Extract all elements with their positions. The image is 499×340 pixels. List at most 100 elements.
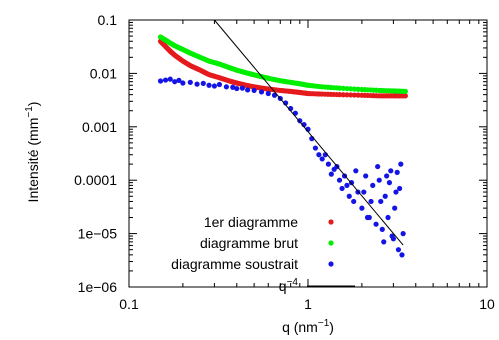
data-point	[251, 87, 257, 94]
data-point	[234, 85, 240, 92]
power-law-line	[214, 19, 404, 246]
data-point	[336, 177, 343, 183]
data-point	[363, 173, 369, 179]
data-point	[379, 226, 385, 232]
data-point	[364, 214, 371, 221]
data-point	[395, 247, 402, 253]
legend-label: 1er diagramme	[204, 214, 298, 230]
x-tick-label: 0.1	[119, 296, 139, 312]
legend-label: diagramme brut	[200, 235, 298, 251]
legend-label: diagramme soustrait	[171, 256, 298, 272]
data-point	[346, 193, 352, 199]
data-point	[265, 90, 271, 97]
data-point	[376, 177, 382, 183]
data-point	[388, 168, 394, 174]
data-point	[398, 161, 404, 167]
series-3	[214, 19, 404, 246]
data-point	[348, 86, 354, 92]
data-point	[378, 198, 384, 205]
data-point	[245, 87, 251, 93]
y-tick-label: 0.1	[98, 12, 118, 28]
data-point	[359, 205, 365, 211]
data-point	[351, 198, 357, 205]
x-tick-label: 10	[479, 296, 495, 312]
x-axis-title: q (nm−1)	[282, 318, 334, 335]
data-point	[316, 152, 322, 158]
series-0	[157, 38, 408, 99]
legend-marker	[328, 219, 334, 225]
data-point	[402, 88, 408, 95]
y-tick-label: 0.0001	[74, 172, 117, 188]
data-point	[381, 239, 387, 245]
data-point	[180, 80, 186, 86]
data-point	[361, 189, 367, 195]
legend-marker	[328, 240, 334, 246]
series-2	[157, 76, 406, 258]
y-axis-title: Intensité (mm−1)	[24, 102, 41, 203]
data-point	[370, 182, 376, 188]
data-point	[206, 82, 212, 88]
data-point	[216, 81, 223, 88]
data-point	[348, 92, 354, 98]
data-point	[162, 77, 169, 83]
data-point	[375, 163, 381, 170]
data-point	[283, 100, 289, 106]
axis-ticks: 0.1 1 10 0.1 0.01 0.001 0.0001 1e−05 1e−06	[74, 12, 495, 312]
data-point	[339, 185, 345, 192]
data-point	[239, 85, 245, 91]
data-point	[325, 161, 331, 167]
data-point	[336, 92, 343, 98]
y-tick-label: 0.001	[82, 119, 117, 135]
data-point	[353, 168, 359, 174]
data-point	[172, 79, 178, 85]
data-point	[393, 189, 399, 195]
data-point	[351, 92, 358, 98]
data-point	[187, 79, 193, 85]
y-tick-label: 0.01	[90, 65, 117, 81]
data-point	[402, 93, 408, 99]
legend: 1er diagramme diagramme brut diagramme sou…	[171, 214, 355, 294]
data-point	[344, 92, 350, 98]
data-point	[230, 84, 236, 90]
legend-marker	[328, 261, 334, 267]
data-point	[397, 185, 403, 192]
data-point	[340, 85, 346, 91]
data-point	[373, 221, 379, 227]
data-point	[194, 81, 200, 87]
data-point	[355, 92, 361, 98]
data-point	[386, 180, 393, 186]
data-point	[328, 171, 334, 177]
data-point	[351, 86, 358, 92]
data-point	[297, 118, 303, 124]
y-tick-label: 1e−05	[78, 226, 118, 242]
data-point	[389, 233, 395, 239]
data-point	[176, 77, 182, 83]
data-point	[211, 83, 218, 89]
legend-label: q−4	[279, 277, 299, 294]
x-tick-label: 1	[304, 296, 312, 312]
data-point	[355, 86, 361, 92]
data-point	[400, 231, 406, 237]
data-point	[336, 85, 343, 91]
data-point	[258, 89, 265, 95]
data-point	[167, 76, 173, 82]
data-point	[394, 169, 400, 175]
data-point	[157, 78, 164, 84]
data-point	[385, 214, 391, 221]
data-point	[340, 92, 346, 98]
data-point	[399, 252, 405, 258]
data-point	[223, 84, 229, 90]
chart-marks	[157, 19, 408, 258]
data-point	[344, 85, 350, 92]
y-tick-label: 1e−06	[78, 279, 118, 295]
data-point	[384, 173, 390, 179]
data-point	[368, 198, 374, 205]
data-point	[200, 80, 206, 86]
data-point	[382, 193, 388, 199]
series-1	[157, 34, 408, 95]
data-point	[344, 182, 350, 188]
data-point	[319, 156, 325, 162]
data-point	[392, 205, 398, 211]
data-point	[312, 145, 319, 151]
